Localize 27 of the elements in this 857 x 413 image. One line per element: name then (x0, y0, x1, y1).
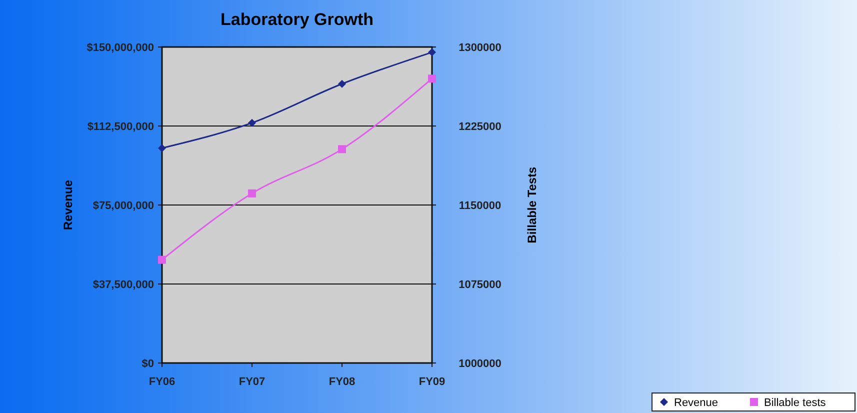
x-tick-label: FY06 (148, 376, 176, 388)
point (338, 80, 346, 88)
point (158, 256, 166, 264)
y2-tick-label: 1300000 (458, 42, 502, 54)
legend-label: Billable tests (764, 397, 826, 409)
y2-tick-label: 1225000 (458, 121, 502, 133)
x-tick-label: FY09 (418, 376, 446, 388)
chart-title: Laboratory Growth (220, 10, 374, 29)
point (248, 189, 256, 198)
y-tick-label: $37,500,000 (92, 279, 154, 291)
y-tick-label: $0 (142, 358, 154, 370)
y2-tick-label: 1000000 (458, 358, 502, 370)
y-axis-title: Revenue (61, 180, 75, 230)
point (338, 145, 346, 154)
x-tick-label: FY08 (328, 376, 356, 388)
y-tick-label: $112,500,000 (87, 121, 154, 133)
point (158, 144, 166, 152)
point (428, 48, 436, 56)
y2-tick-label: 1075000 (458, 279, 502, 291)
y2-tick-label: 1150000 (458, 200, 502, 212)
x-tick-label: FY07 (238, 376, 266, 388)
legend-label: Revenue (674, 397, 718, 409)
point (428, 74, 436, 83)
y-tick-label: $75,000,000 (92, 200, 154, 212)
y2-axis-title: Billable Tests (525, 166, 539, 244)
y-tick-label: $150,000,000 (86, 42, 154, 54)
point (248, 118, 256, 127)
